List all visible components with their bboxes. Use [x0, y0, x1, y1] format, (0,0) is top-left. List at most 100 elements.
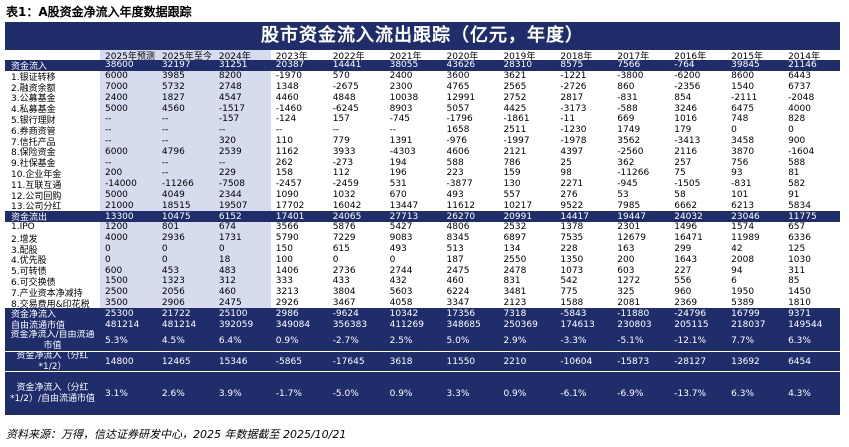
table-cell: 2936	[156, 232, 214, 244]
table-cell: 0.9%	[270, 330, 328, 351]
column-header: 2020年	[446, 51, 479, 61]
table-cell: 8575	[555, 60, 613, 71]
table-cell: 1496	[674, 222, 698, 233]
table-cell: 299	[674, 243, 692, 254]
table-cell: 831	[503, 276, 521, 287]
table-cell: -157	[213, 114, 271, 125]
table-cell: -6.9%	[612, 372, 670, 415]
table-cell: 0	[156, 254, 214, 266]
table-cell: 12679	[617, 233, 646, 244]
table-cell: 10475	[156, 211, 214, 222]
table-cell: 6224	[446, 287, 470, 298]
table-cell: 16799	[726, 308, 784, 320]
row-label: 8.保险资金	[11, 148, 56, 158]
table-cell: -5.1%	[612, 330, 670, 351]
table-cell: 582	[788, 179, 806, 190]
row-label: 2.融资余额	[11, 83, 56, 93]
table-cell: 670	[389, 189, 407, 200]
table-cell: --	[389, 125, 397, 136]
table-cell: -2560	[617, 146, 644, 157]
table-cell: -10604	[555, 352, 613, 371]
table-cell: 2121	[503, 146, 527, 157]
table-cell: 85	[788, 276, 800, 287]
table-cell: 9083	[389, 233, 413, 244]
table-cell: 4806	[446, 222, 470, 233]
table-cell: 43626	[441, 60, 499, 71]
table-cell: 531	[389, 179, 407, 190]
table-cell: 5876	[332, 222, 356, 233]
row-label: 资金净流入/自由流通市值	[5, 330, 100, 351]
table-cell: 25100	[213, 308, 271, 320]
table-cell: 4765	[446, 81, 470, 92]
table-cell: -3800	[617, 71, 644, 82]
table-cell: 3804	[332, 287, 356, 298]
table-cell: 481214	[100, 319, 157, 330]
table-cell: 8200	[213, 70, 271, 82]
table-cell: 16471	[674, 233, 703, 244]
table-cell: 163	[617, 243, 635, 254]
table-cell: 3.1%	[100, 372, 157, 415]
table-cell: 100	[275, 254, 293, 265]
table-cell: 0	[213, 243, 271, 255]
table-cell: 5790	[275, 233, 299, 244]
table-cell: 11775	[783, 211, 840, 222]
table-cell: 854	[674, 92, 692, 103]
table-cell: 2081	[617, 297, 641, 308]
table-cell: 588	[446, 157, 464, 168]
table-cell: 483	[213, 265, 271, 276]
row-label: 3.公募基金	[11, 94, 56, 104]
table-cell: 3985	[156, 70, 214, 82]
column-header: 2021年	[389, 51, 422, 61]
table-cell: -1970	[275, 71, 302, 82]
table-cell: -1517	[213, 103, 271, 114]
table-cell: 481214	[156, 319, 214, 330]
table-cell: --	[156, 124, 214, 136]
table-cell: 21722	[156, 308, 214, 320]
table-cell: 42	[731, 243, 743, 254]
table-cell: 493	[389, 243, 407, 254]
table-cell: 91	[788, 189, 800, 200]
row-label: 自由流通市值	[5, 319, 100, 330]
table-cell: 1090	[275, 189, 299, 200]
row-label: 资金净流入（分红*1/2）	[5, 352, 100, 371]
table-cell: 312	[213, 276, 271, 287]
table-cell: 2301	[617, 222, 641, 233]
table-cell: -1978	[560, 135, 587, 146]
table-cell: 6000	[100, 146, 157, 158]
row-label: 2.增发	[11, 234, 38, 244]
table-cell: 2532	[503, 222, 527, 233]
table-cell: 4397	[560, 146, 584, 157]
table-cell: -2356	[674, 81, 701, 92]
row-label: 7.产业资本净减持	[11, 288, 83, 298]
table-cell: 2926	[275, 297, 299, 308]
table-cell: -1.7%	[270, 372, 328, 415]
table-cell: 27713	[384, 211, 442, 222]
table-cell: -13.7%	[669, 372, 727, 415]
table-cell: -273	[332, 157, 354, 168]
row-label: 10.企业年金	[11, 169, 62, 179]
table-cell: 1500	[100, 276, 157, 287]
table-cell: 6737	[788, 81, 811, 92]
column-header: 2024年	[213, 50, 271, 60]
table-cell: 0	[389, 254, 396, 265]
table-cell: 3500	[100, 297, 157, 309]
table-cell: -5.0%	[327, 372, 385, 415]
table-cell: 392059	[213, 319, 271, 330]
table-cell: 200	[100, 168, 157, 179]
table-cell: 5.3%	[100, 330, 157, 351]
table-cell: --	[332, 125, 340, 136]
table-cell: 39845	[726, 60, 784, 71]
table-cell: 12991	[446, 92, 476, 103]
row-label: 5.可转债	[11, 267, 47, 276]
table-cell: --	[156, 114, 214, 125]
table-cell: --	[213, 124, 271, 136]
table-cell: 2056	[156, 286, 214, 298]
table-cell: 3566	[275, 222, 299, 233]
table-cell: 7985	[617, 200, 641, 211]
table-cell: -588	[617, 103, 638, 114]
table-cell: 2210	[498, 352, 556, 371]
table-cell: 23046	[726, 211, 784, 222]
table-cell: 38055	[384, 60, 442, 71]
table-cell: 2539	[213, 146, 271, 158]
table-cell: 1406	[275, 265, 299, 276]
